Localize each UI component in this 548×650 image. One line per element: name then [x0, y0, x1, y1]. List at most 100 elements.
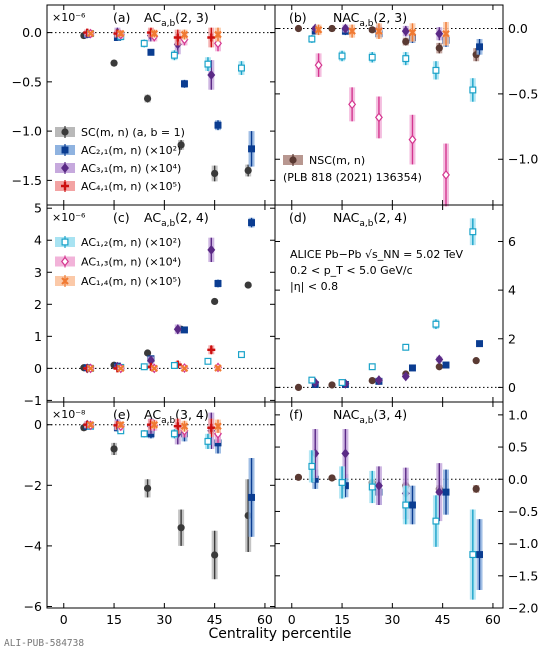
panel-a: 0.0 −0.5 −1.0 −1.5 (a) ACa,b(2, 3) ×10⁻⁶ [12, 4, 276, 206]
data-point [244, 166, 252, 175]
data-point [469, 228, 477, 236]
x-tick-label: 30 [384, 612, 400, 627]
y-tick-label: 4 [34, 233, 42, 248]
data-point [432, 66, 440, 74]
y-tick-label: 1.0 [508, 407, 528, 422]
data-point [86, 364, 95, 373]
data-point [402, 343, 410, 351]
legend-entry: AC₁,₄(m, n) (×10⁵) [81, 275, 181, 288]
data-point [408, 134, 417, 145]
y-tick-label: 0 [34, 417, 42, 432]
data-point [173, 324, 182, 335]
panel-c: −1 0 1 2 3 4 5 (c) ACa,b(2, 4) ×10⁻⁶ [24, 201, 276, 408]
data-point [402, 501, 410, 509]
data-point [368, 26, 376, 34]
legend-entry: (PLB 818 (2021) 136354) [283, 171, 422, 184]
data-point [177, 524, 185, 532]
data-point [248, 145, 256, 153]
data-point [308, 35, 316, 43]
data-point [180, 364, 189, 373]
legend-a: SC(m, n) (a, b = 1) AC₂,₁(m, n) (×10²) AC₃… [55, 126, 185, 193]
data-point [472, 485, 480, 493]
y-tick-label: −0.5 [508, 504, 538, 519]
panel-title: NACa,b(2, 4) [333, 210, 407, 229]
data-point [214, 422, 222, 431]
data-point [150, 364, 159, 373]
y-tick-label: 0.0 [22, 25, 42, 40]
data-point [170, 362, 178, 369]
y-tick-label: −1.0 [508, 152, 538, 167]
y-tick-label: 6 [508, 234, 516, 249]
series-NSC [294, 24, 480, 62]
series-SC [80, 31, 252, 182]
data-point [432, 320, 440, 328]
data-point [211, 169, 219, 178]
y-tick-label: 0 [34, 361, 42, 376]
data-point [308, 376, 316, 384]
series-AC21 [311, 469, 484, 590]
data-point [314, 60, 323, 71]
data-point [408, 28, 417, 37]
data-point [374, 375, 383, 386]
panel-e: 0 −2 −4 −6 (e) ACa,b(3, 4) ×10⁻⁸ [24, 401, 276, 614]
data-point [207, 244, 216, 255]
data-point [408, 501, 416, 509]
series-SC [80, 281, 252, 372]
data-point [143, 484, 152, 492]
data-point [214, 121, 222, 129]
legend-entry: 0.2 < p_T < 5.0 GeV/c [290, 264, 413, 277]
legend-entry: AC₃,₁(m, n) (×10⁴) [81, 162, 181, 175]
data-point [143, 94, 152, 103]
data-point [435, 44, 443, 52]
legend-entry: AC₂,₁(m, n) (×10²) [81, 144, 181, 157]
axis-multiplier: ×10⁻⁶ [52, 211, 86, 224]
data-point [207, 69, 216, 80]
x-tick-label: 15 [334, 612, 350, 627]
data-point [402, 55, 410, 63]
panel-label: (c) [113, 210, 130, 225]
legend-entry: NSC(m, n) [309, 154, 365, 167]
series-NSC [294, 357, 480, 392]
panel-title: ACa,b(2, 3) [144, 10, 209, 29]
data-point [173, 422, 182, 431]
data-point [180, 80, 188, 88]
y-tick-label: 0.0 [508, 472, 528, 487]
data-point [204, 357, 212, 365]
legend-entry: |η| < 0.8 [290, 280, 338, 293]
data-point [408, 364, 416, 372]
x-tick-label: 45 [207, 612, 223, 627]
data-point [116, 364, 125, 373]
legend-b: NSC(m, n) (PLB 818 (2021) 136354) [283, 154, 422, 184]
data-point [338, 379, 346, 387]
data-point [368, 53, 376, 61]
x-tick-label: 60 [257, 612, 273, 627]
data-point [341, 448, 350, 459]
data-point [341, 23, 350, 34]
y-tick-label: −1.0 [12, 124, 42, 139]
data-point [338, 478, 346, 486]
data-point [442, 29, 450, 38]
x-tick-label: 60 [485, 612, 501, 627]
data-point [314, 26, 323, 34]
y-tick-label: 1 [34, 329, 42, 344]
series-AC21 [83, 422, 256, 537]
legend-marker [61, 146, 69, 154]
series-SC [80, 424, 252, 580]
data-point [204, 437, 212, 445]
panel-frame [274, 401, 504, 609]
data-point [432, 517, 440, 525]
series-AC12 [308, 35, 477, 102]
data-point [237, 351, 245, 359]
legend-marker [61, 128, 69, 136]
data-point [180, 30, 189, 39]
data-point [214, 38, 222, 49]
data-point [328, 474, 336, 482]
y-tick-label: −2 [24, 478, 42, 493]
data-point [469, 551, 477, 559]
x-axis-label: Centrality percentile [208, 626, 351, 642]
data-point [180, 422, 189, 431]
data-point [116, 29, 125, 38]
legend-entry: AC₁,₃(m, n) (×10⁴) [81, 256, 181, 269]
data-point [338, 52, 346, 60]
